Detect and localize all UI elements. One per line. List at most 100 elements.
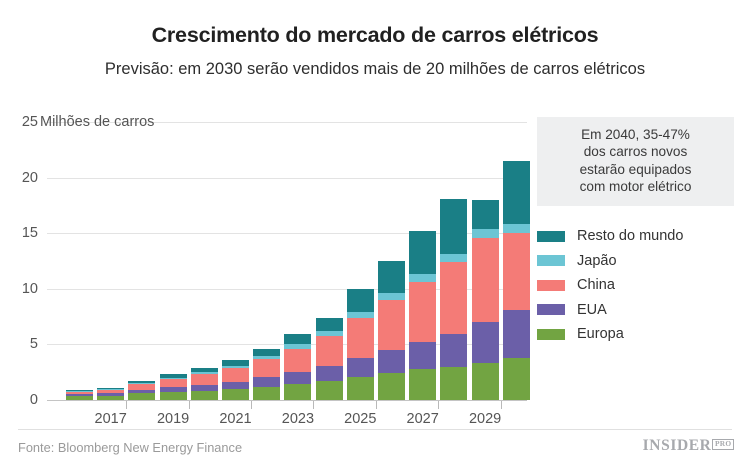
bar-group[interactable] [409, 231, 437, 400]
bar-segment[interactable] [190, 385, 218, 391]
bar-segment[interactable] [409, 368, 437, 400]
bar-segment[interactable] [222, 381, 249, 389]
bar-segment[interactable] [284, 372, 312, 384]
bar-segment[interactable] [253, 359, 281, 378]
bar-segment[interactable] [97, 393, 125, 396]
bar-segment[interactable] [128, 390, 156, 394]
bar-segment[interactable] [378, 293, 405, 300]
bar-segment[interactable] [284, 344, 312, 349]
bar-segment[interactable] [346, 288, 374, 312]
bar-segment[interactable] [222, 388, 249, 400]
bar-group[interactable] [66, 390, 93, 400]
bar-segment[interactable] [66, 394, 93, 397]
bar-segment[interactable] [284, 383, 312, 400]
y-axis-tick-label: 5 [29, 336, 38, 353]
bar-segment[interactable] [378, 373, 405, 400]
bar-segment[interactable] [66, 390, 93, 391]
bar-segment[interactable] [315, 330, 343, 336]
legend-item[interactable]: Europa [537, 322, 683, 347]
bar-segment[interactable] [315, 335, 343, 366]
bar-segment[interactable] [378, 261, 405, 294]
bar-segment[interactable] [378, 349, 405, 374]
bar-segment[interactable] [190, 374, 218, 385]
bar-segment[interactable] [315, 317, 343, 331]
bar-segment[interactable] [284, 334, 312, 345]
bar-segment[interactable] [190, 390, 218, 400]
legend-item[interactable]: EUA [537, 298, 683, 323]
bar-segment[interactable] [502, 160, 530, 225]
bar-segment[interactable] [440, 254, 468, 263]
bar-segment[interactable] [97, 389, 125, 394]
bar-segment[interactable] [128, 383, 156, 385]
bar-segment[interactable] [97, 387, 125, 389]
bar-segment[interactable] [253, 377, 281, 387]
bar-segment[interactable] [222, 365, 249, 369]
bar-group[interactable] [502, 160, 530, 400]
bar-segment[interactable] [471, 228, 499, 238]
bar-segment[interactable] [190, 372, 218, 375]
legend-item[interactable]: Resto do mundo [537, 224, 683, 249]
bar-segment[interactable] [471, 199, 499, 229]
bar-segment[interactable] [471, 363, 499, 400]
bar-segment[interactable] [346, 357, 374, 377]
bar-segment[interactable] [409, 231, 437, 275]
bar-group[interactable] [128, 381, 156, 400]
bar-segment[interactable] [97, 395, 125, 400]
bar-segment[interactable] [346, 376, 374, 400]
bar-segment[interactable] [502, 224, 530, 234]
bar-segment[interactable] [440, 334, 468, 367]
bar-segment[interactable] [222, 359, 249, 366]
bar-segment[interactable] [66, 396, 93, 400]
bar-segment[interactable] [346, 311, 374, 318]
bar-group[interactable] [222, 359, 249, 400]
bar-segment[interactable] [97, 388, 125, 390]
bar-group[interactable] [346, 288, 374, 400]
bar-segment[interactable] [66, 391, 93, 395]
bar-segment[interactable] [253, 386, 281, 400]
bar-segment[interactable] [66, 390, 93, 392]
bar-segment[interactable] [409, 342, 437, 369]
bar-group[interactable] [471, 199, 499, 400]
gridline [47, 177, 527, 179]
bar-segment[interactable] [159, 377, 187, 380]
bar-segment[interactable] [471, 322, 499, 364]
bar-segment[interactable] [502, 357, 530, 400]
bar-segment[interactable] [128, 384, 156, 390]
bar-segment[interactable] [315, 365, 343, 381]
bar-segment[interactable] [159, 374, 187, 378]
bar-segment[interactable] [253, 356, 281, 360]
bar-group[interactable] [253, 348, 281, 400]
bar-segment[interactable] [159, 387, 187, 392]
legend-item[interactable]: Japão [537, 249, 683, 274]
source-note: Fonte: Bloomberg New Energy Finance [18, 440, 243, 455]
bar-segment[interactable] [159, 379, 187, 388]
insider-pro-logo: INSIDER PRO [643, 438, 734, 454]
bar-segment[interactable] [128, 381, 156, 384]
bar-segment[interactable] [440, 198, 468, 255]
bar-segment[interactable] [159, 391, 187, 400]
bar-segment[interactable] [378, 299, 405, 350]
bar-group[interactable] [315, 317, 343, 400]
bar-segment[interactable] [440, 366, 468, 400]
bar-segment[interactable] [284, 348, 312, 373]
legend-item[interactable]: China [537, 273, 683, 298]
bar-segment[interactable] [409, 274, 437, 283]
bar-segment[interactable] [128, 393, 156, 400]
bar-segment[interactable] [253, 348, 281, 357]
bar-group[interactable] [440, 198, 468, 400]
bar-segment[interactable] [440, 262, 468, 335]
bar-segment[interactable] [409, 282, 437, 343]
x-axis-line [47, 400, 527, 401]
bar-segment[interactable] [346, 317, 374, 358]
bar-group[interactable] [190, 367, 218, 400]
bar-segment[interactable] [222, 368, 249, 382]
bar-segment[interactable] [502, 233, 530, 310]
bar-segment[interactable] [471, 237, 499, 323]
bar-group[interactable] [159, 374, 187, 400]
bar-group[interactable] [97, 387, 125, 400]
bar-segment[interactable] [315, 380, 343, 400]
bar-group[interactable] [284, 334, 312, 400]
bar-segment[interactable] [502, 309, 530, 358]
bar-group[interactable] [378, 261, 405, 400]
bar-segment[interactable] [190, 367, 218, 373]
